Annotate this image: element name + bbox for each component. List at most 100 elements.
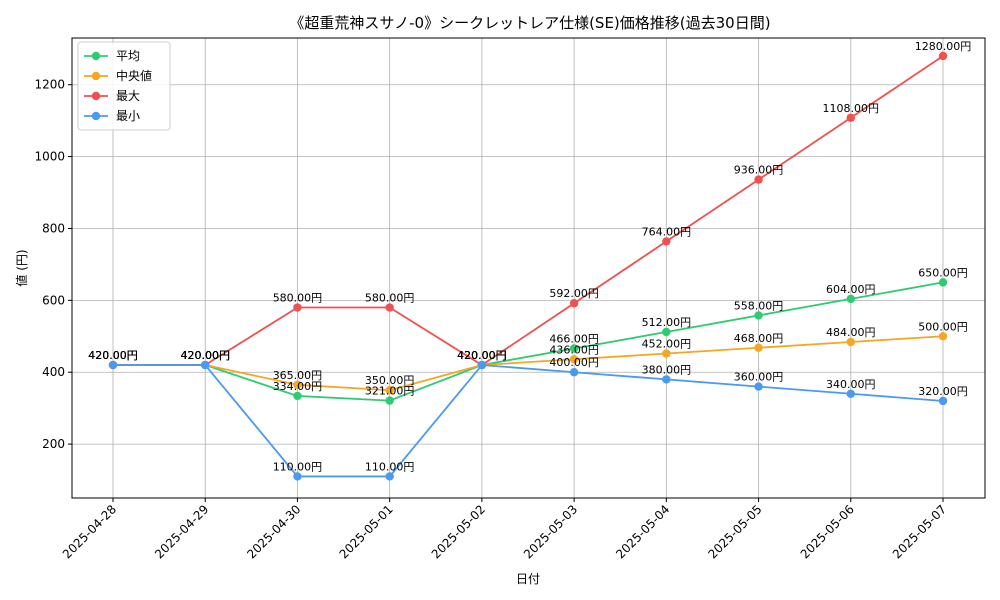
y-axis-label: 値 (円) [14, 249, 29, 286]
data-label: 580.00円 [365, 292, 415, 305]
x-tick-label: 2025-04-30 [244, 502, 303, 561]
data-point [662, 349, 671, 358]
x-tick-label: 2025-05-06 [798, 502, 857, 561]
data-label: 334.00円 [273, 380, 323, 393]
data-label: 1280.00円 [915, 40, 972, 53]
legend-swatch-marker [91, 71, 101, 81]
x-tick-label: 2025-05-02 [429, 502, 488, 561]
y-tick-label: 800 [42, 221, 65, 235]
data-label: 500.00円 [918, 320, 968, 333]
data-label: 400.00円 [549, 356, 599, 369]
data-point [846, 294, 855, 304]
y-tick-label: 1000 [34, 150, 65, 164]
data-point [938, 51, 948, 61]
y-tick-label: 600 [42, 293, 65, 307]
data-label: 365.00円 [273, 369, 323, 382]
data-point [754, 175, 763, 184]
chart-title: 《超重荒神スサノ-0》シークレットレア仕様(SE)価格推移(過去30日間) [289, 14, 770, 32]
data-label: 380.00円 [642, 363, 692, 376]
data-label: 110.00円 [365, 460, 415, 473]
x-tick-label: 2025-05-04 [613, 502, 672, 561]
data-label: 604.00円 [826, 283, 876, 296]
data-label: 420.00円 [180, 349, 230, 362]
x-tick-label: 2025-05-03 [521, 502, 580, 561]
legend-box [77, 41, 171, 131]
data-label: 650.00円 [918, 266, 968, 279]
data-label: 420.00円 [88, 349, 138, 362]
y-tick-label: 200 [42, 437, 65, 451]
data-label: 452.00円 [642, 338, 692, 351]
data-point [385, 396, 394, 405]
series-line-1 [113, 335, 944, 392]
legend-label: 平均 [116, 49, 140, 63]
data-label: 420.00円 [88, 349, 138, 362]
data-point [846, 337, 855, 347]
data-label: 420.00円 [180, 349, 230, 362]
data-label: 466.00円 [549, 333, 599, 346]
data-label: 420.00円 [457, 349, 507, 362]
data-label: 420.00円 [457, 349, 507, 362]
data-label: 420.00円 [88, 349, 138, 362]
data-point [754, 343, 763, 352]
data-point [846, 389, 855, 398]
series-line-0 [113, 281, 944, 402]
plot-frame [71, 37, 986, 499]
data-label: 350.00円 [365, 374, 415, 387]
data-label: 420.00円 [88, 349, 138, 362]
y-axis-ticks: 200 400 600 800 1000 1200 [34, 78, 72, 451]
legend-label: 中央値 [116, 68, 152, 83]
data-point [293, 380, 302, 389]
data-point [754, 382, 763, 391]
data-label: 1108.00円 [823, 102, 880, 115]
data-point [569, 355, 579, 364]
series-group [108, 51, 948, 481]
data-point [938, 332, 948, 341]
data-point [477, 360, 487, 370]
data-point [938, 278, 948, 287]
data-labels: 420.00円 420.00円 334.00円 321.00円 420.00円 466.0… [88, 40, 971, 473]
data-point [385, 472, 394, 481]
x-axis-label: 日付 [516, 572, 540, 586]
data-label: 420.00円 [180, 349, 230, 362]
x-tick-label: 2025-05-05 [705, 502, 764, 561]
legend-swatch-marker [91, 91, 101, 101]
legend-label: 最大 [116, 89, 140, 103]
x-axis-ticks: 2025-04-28 2025-04-29 2025-04-30 2025-05-01… [60, 498, 949, 561]
data-point [938, 396, 948, 406]
x-tick-label: 2025-05-01 [337, 502, 396, 561]
data-label: 558.00円 [734, 299, 784, 312]
data-point [385, 385, 394, 395]
series-line-2 [113, 55, 944, 367]
data-label: 420.00円 [457, 349, 507, 362]
x-tick-label: 2025-04-28 [60, 502, 119, 561]
data-point [201, 360, 210, 370]
y-tick-label: 400 [42, 365, 65, 379]
data-point [108, 360, 118, 370]
data-point [293, 303, 302, 312]
data-label: 936.00円 [734, 164, 784, 177]
legend-swatch-marker [91, 51, 101, 61]
series-line-3 [113, 364, 944, 478]
data-point [293, 472, 302, 481]
x-tick-label: 2025-04-29 [152, 502, 211, 561]
data-label: 321.00円 [365, 385, 415, 398]
data-point [662, 237, 671, 246]
y-tick-label: 1200 [34, 78, 65, 92]
data-label: 360.00円 [734, 371, 784, 384]
data-label: 592.00円 [549, 287, 599, 300]
data-point [293, 391, 302, 401]
data-label: 110.00円 [273, 460, 323, 473]
data-label: 484.00円 [826, 326, 876, 339]
data-label: 468.00円 [734, 332, 784, 345]
data-point [846, 113, 855, 122]
data-point [662, 375, 671, 384]
data-point [754, 311, 763, 320]
data-label: 436.00円 [549, 343, 599, 356]
data-point [569, 344, 579, 353]
data-label: 420.00円 [457, 349, 507, 362]
data-point [385, 303, 394, 312]
x-tick-label: 2025-05-07 [890, 502, 949, 561]
data-point [662, 327, 671, 337]
